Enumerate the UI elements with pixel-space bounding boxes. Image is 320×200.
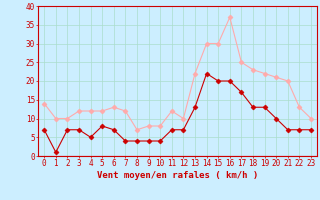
X-axis label: Vent moyen/en rafales ( km/h ): Vent moyen/en rafales ( km/h ) [97,171,258,180]
